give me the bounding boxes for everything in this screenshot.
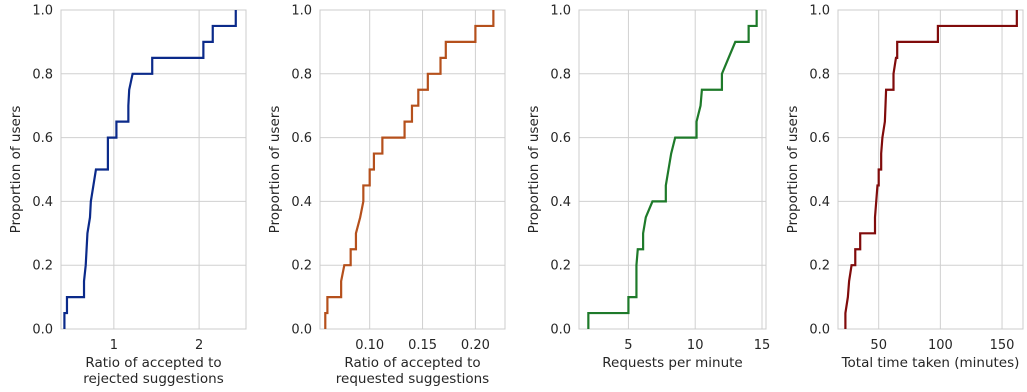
x-tick-label-1: 2 [195,338,203,353]
y-tick-label-4: 0.8 [291,67,312,82]
x-tick-label-0: 0.10 [355,338,384,353]
x-tick-label-0: 50 [870,338,887,353]
x-axis-label: Total time taken (minutes) [841,355,1020,371]
axes-frame [60,9,247,330]
axes-frame [837,9,1024,330]
y-tick-label-1: 0.2 [291,259,312,274]
x-tick-label-2: 15 [754,338,771,353]
x-tick-label-1: 0.15 [408,338,437,353]
x-tick-label-0: 1 [110,338,118,353]
y-tick-label-0: 0.0 [32,323,53,338]
y-tick-label-1: 0.2 [32,259,53,274]
y-axis-label: Proportion of users [526,106,542,234]
y-tick-label-5: 1.0 [550,4,571,19]
axes-frame [319,9,506,330]
y-tick-label-0: 0.0 [809,323,830,338]
ecdf-series-line [324,10,495,329]
ecdf-series-line [587,10,758,329]
x-axis-label-line-0: Ratio of accepted to [344,355,480,371]
y-tick-label-2: 0.4 [32,195,53,210]
y-tick-label-4: 0.8 [809,67,830,82]
ecdf-series-line [844,10,1018,329]
y-tick-label-1: 0.2 [809,259,830,274]
x-axis-label: Ratio of accepted to rejected suggestions [83,355,223,387]
x-axis-label: Ratio of accepted to requested suggestion… [336,355,489,387]
y-tick-label-2: 0.4 [550,195,571,210]
y-tick-label-5: 1.0 [809,4,830,19]
y-axis-label: Proportion of users [267,106,283,234]
chart-panel-1: 0.0 0.2 0.4 0.6 0.8 1.0 1 2 Ratio of accepted to… [8,4,247,387]
x-axis-label-line-0: Total time taken (minutes) [841,355,1020,371]
axes-frame [578,9,767,330]
x-axis-label-line-1: rejected suggestions [83,371,223,387]
x-tick-label-1: 100 [928,338,953,353]
y-axis-label: Proportion of users [8,106,24,234]
y-tick-label-5: 1.0 [291,4,312,19]
x-axis-label-line-1: requested suggestions [336,371,489,387]
y-tick-label-4: 0.8 [32,67,53,82]
y-tick-label-0: 0.0 [291,323,312,338]
y-tick-label-3: 0.6 [291,131,312,146]
y-tick-label-5: 1.0 [32,4,53,19]
y-tick-label-3: 0.6 [32,131,53,146]
x-axis-label: Requests per minute [602,355,743,371]
ecdf-series-line [63,10,237,329]
x-axis-label-line-0: Requests per minute [602,355,743,371]
y-axis-label: Proportion of users [785,106,801,234]
chart-panel-2: 0.0 0.2 0.4 0.6 0.8 1.0 0.10 0.15 0.20 Ratio of a… [267,4,506,387]
chart-panel-4: 0.0 0.2 0.4 0.6 0.8 1.0 50 100 150 Total time tak… [785,4,1024,371]
y-tick-label-2: 0.4 [809,195,830,210]
y-tick-label-2: 0.4 [291,195,312,210]
x-tick-label-1: 10 [687,338,704,353]
y-tick-label-0: 0.0 [550,323,571,338]
chart-panel-3: 0.0 0.2 0.4 0.6 0.8 1.0 5 10 15 Requests per minu… [526,4,770,372]
y-tick-label-1: 0.2 [550,259,571,274]
x-axis-label-line-0: Ratio of accepted to [85,355,221,371]
y-tick-label-3: 0.6 [809,131,830,146]
x-tick-label-2: 150 [990,338,1015,353]
y-tick-label-3: 0.6 [550,131,571,146]
x-tick-label-0: 5 [624,338,632,353]
x-tick-label-2: 0.20 [461,338,490,353]
y-tick-label-4: 0.8 [550,67,571,82]
